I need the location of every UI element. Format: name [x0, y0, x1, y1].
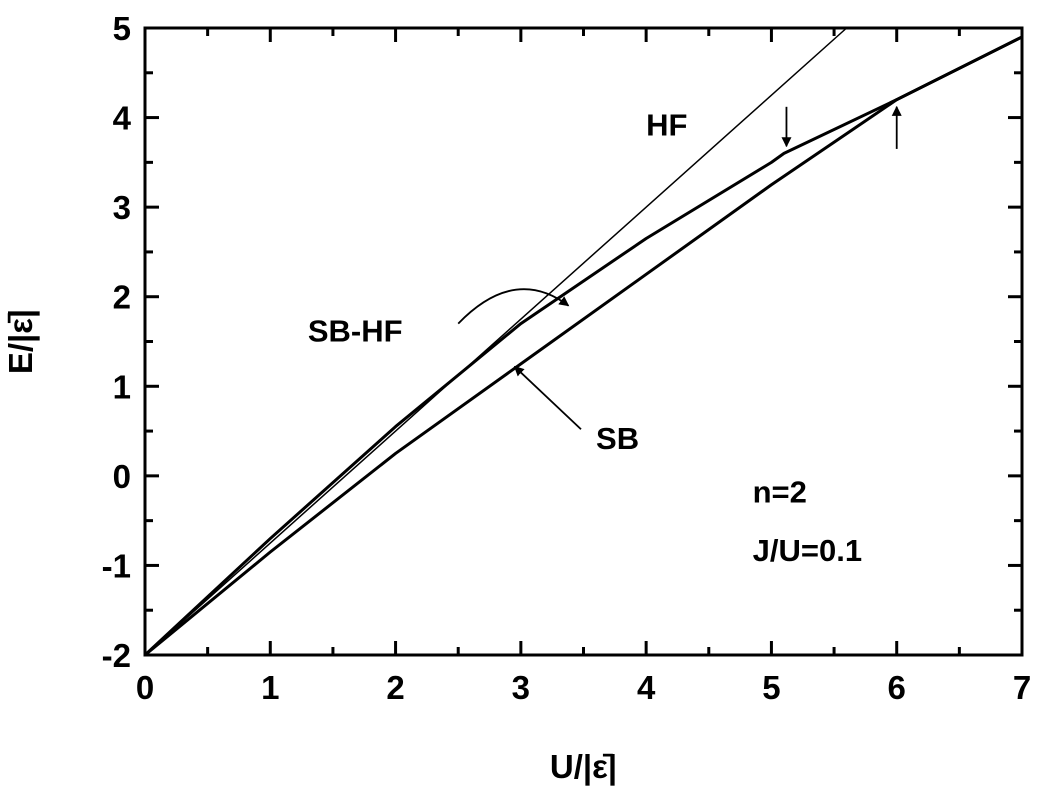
axis-ticks [143, 26, 1024, 657]
y-tick-label: 2 [113, 279, 131, 316]
series-layer [143, 27, 1023, 657]
x-tick-label: 4 [637, 669, 656, 706]
y-tick-label: 4 [113, 100, 132, 137]
y-tick-label: -2 [102, 637, 131, 674]
series-hf-line [144, 27, 848, 656]
series-sb-line [144, 35, 1023, 657]
annotation-n-2: n=2 [753, 475, 807, 510]
series-sb-hf-line [143, 35, 1023, 657]
y-tick-label: 1 [113, 368, 131, 405]
tick-labels: 0 1 2 3 4 5 6 7 -2 -1 0 1 2 3 4 5 [102, 10, 1032, 706]
x-axis-label: U/|ε̄| [550, 748, 617, 785]
sb-hf-curved-arrow [457, 288, 570, 325]
annotation-sb: SB [596, 421, 639, 456]
y-tick-label: -1 [102, 547, 131, 584]
y-tick-label: 5 [113, 10, 131, 47]
x-tick-label: 7 [1013, 669, 1031, 706]
annotation-sb-hf: SB-HF [308, 314, 403, 349]
annotation-hf: HF [646, 107, 687, 142]
plot-frame [143, 26, 1024, 657]
x-tick-label: 2 [386, 669, 404, 706]
annotation-j-u-0-1: J/U=0.1 [753, 533, 862, 568]
x-tick-label: 3 [512, 669, 530, 706]
y-tick-label: 0 [113, 458, 131, 495]
x-tick-label: 5 [762, 669, 780, 706]
y-axis-label: E/|ε̄| [2, 309, 39, 374]
y-tick-label: 3 [113, 189, 131, 226]
annotations: HF SB-HF SB n=2 J/U=0.1 [308, 105, 902, 568]
x-tick-label: 0 [136, 669, 154, 706]
sb-arrow [513, 365, 582, 430]
x-tick-label: 6 [888, 669, 906, 706]
x-tick-label: 1 [261, 669, 279, 706]
